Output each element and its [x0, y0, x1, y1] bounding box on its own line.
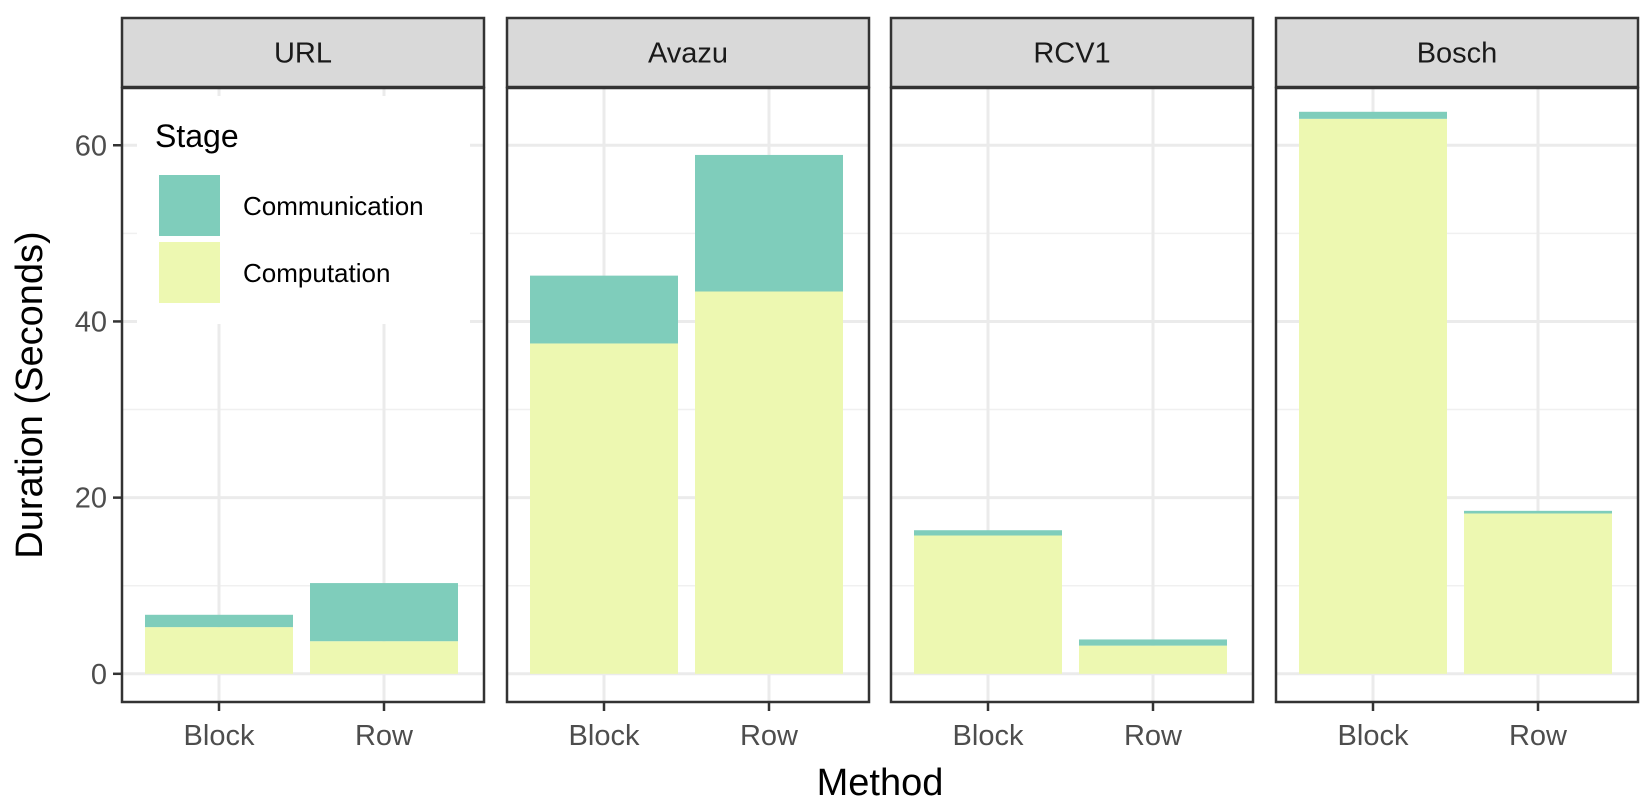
- facet-strip-label: Avazu: [648, 38, 728, 70]
- bar-communication-url-block: [145, 614, 293, 628]
- x-tick-label: Row: [355, 720, 414, 752]
- bar-communication-rcv1-row: [1079, 639, 1227, 646]
- y-tick-label: 0: [91, 659, 107, 691]
- facet-panel-avazu: Avazu Block Row: [505, 16, 871, 752]
- y-tick-label: 60: [75, 130, 107, 162]
- bar-computation-rcv1-block: [914, 535, 1062, 674]
- x-tick-label: Block: [184, 720, 255, 752]
- facet-strip: [505, 16, 871, 89]
- bar-communication-rcv1-block: [914, 530, 1062, 536]
- x-tick-label: Block: [953, 720, 1024, 752]
- legend-title: Stage: [155, 118, 239, 154]
- bar-communication-bosch-block: [1299, 111, 1447, 119]
- x-tick-label: Row: [1509, 720, 1568, 752]
- bar-computation-avazu-row: [695, 291, 843, 674]
- facet-strip-label: URL: [274, 38, 332, 70]
- legend: Stage Communication Computation: [137, 96, 470, 324]
- legend-key-communication: [159, 175, 220, 236]
- y-tick-label: 40: [75, 306, 107, 338]
- bar-communication-url-row: [310, 583, 458, 642]
- bar-computation-url-row: [310, 641, 458, 674]
- y-axis-title: Duration (Seconds): [9, 231, 51, 558]
- bar-communication-avazu-block: [530, 275, 678, 344]
- bar-computation-url-block: [145, 627, 293, 674]
- x-tick-label: Block: [569, 720, 640, 752]
- facet-panel-rcv1: RCV1 Block Row: [889, 16, 1255, 752]
- facet-strip-label: RCV1: [1033, 38, 1110, 70]
- facet-strip: [1274, 16, 1640, 89]
- y-tick-label: 20: [75, 483, 107, 515]
- x-tick-label: Row: [740, 720, 799, 752]
- bar-communication-bosch-row: [1464, 510, 1612, 514]
- facet-strip-label: Bosch: [1417, 38, 1498, 70]
- x-axis-title: Method: [817, 762, 944, 804]
- legend-label-communication: Communication: [243, 191, 424, 221]
- bar-computation-bosch-row: [1464, 513, 1612, 674]
- x-tick-label: Row: [1124, 720, 1183, 752]
- bar-computation-bosch-block: [1299, 118, 1447, 674]
- legend-label-computation: Computation: [243, 258, 390, 288]
- legend-key-computation: [159, 242, 220, 303]
- facet-strip: [120, 16, 486, 89]
- x-tick-label: Block: [1338, 720, 1409, 752]
- facet-panel-bosch: Bosch Block Row: [1274, 16, 1640, 752]
- bar-computation-rcv1-row: [1079, 645, 1227, 674]
- facet-strip: [889, 16, 1255, 89]
- bar-communication-avazu-row: [695, 154, 843, 292]
- bar-computation-avazu-block: [530, 343, 678, 674]
